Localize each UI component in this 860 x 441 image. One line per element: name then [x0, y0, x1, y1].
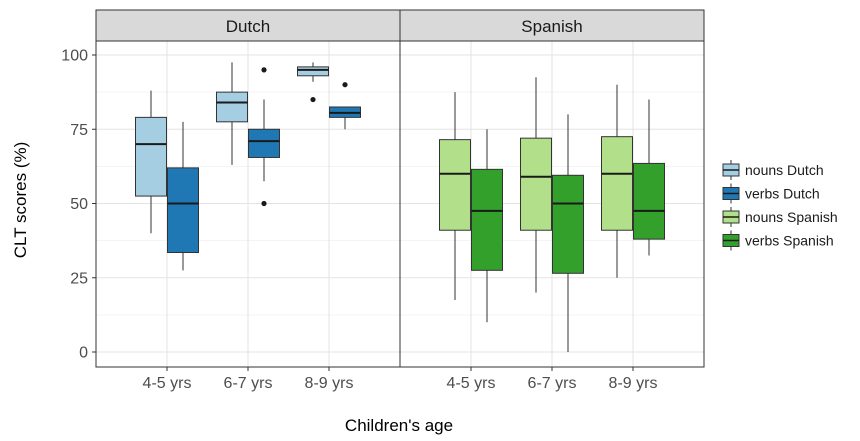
panel-spanish: Spanish 4-5 yrs 6-7 yrs 8-9 yrs	[399, 9, 705, 392]
y-axis-title: CLT scores (%)	[11, 142, 30, 259]
panels-layer: Dutch 4-5 yrs 6-7 yrs 8-9 yrs Spanish 4-5 yrs…	[61, 9, 705, 392]
box-iqr	[601, 136, 633, 231]
box-iqr	[167, 167, 199, 254]
panel-strip	[95, 9, 401, 42]
box-iqr	[439, 139, 471, 231]
legend-item: verbs Dutch	[722, 183, 820, 204]
box-iqr	[633, 162, 665, 240]
series-nouns-dutch	[135, 62, 329, 234]
x-axis-title: Children's age	[345, 416, 453, 435]
legend-label: verbs Dutch	[745, 186, 820, 202]
x-tick-label: 6-7 yrs	[528, 375, 577, 392]
outlier-point	[261, 67, 267, 73]
series-nouns-spanish	[439, 77, 633, 301]
outlier-point	[342, 82, 348, 88]
panel-dutch: Dutch 4-5 yrs 6-7 yrs 8-9 yrs	[95, 9, 401, 392]
box-iqr	[520, 137, 552, 231]
panel-title: Spanish	[521, 17, 582, 36]
box-4-5-yrs	[167, 121, 199, 271]
box-4-5-yrs	[439, 92, 471, 301]
y-tick-label: 100	[61, 48, 88, 65]
x-tick-label: 4-5 yrs	[447, 375, 496, 392]
box-iqr	[552, 174, 584, 274]
outlier-point	[261, 200, 267, 207]
x-tick-label: 8-9 yrs	[609, 375, 658, 392]
box-iqr	[297, 66, 329, 77]
legend-item: nouns Dutch	[722, 160, 824, 180]
box-8-9-yrs	[297, 62, 329, 103]
box-8-9-yrs	[633, 99, 665, 256]
box-iqr	[248, 128, 280, 158]
legend-item: verbs Spanish	[722, 230, 834, 251]
y-tick-label: 25	[70, 270, 88, 287]
box-6-7-yrs	[520, 77, 552, 293]
y-tick-label: 0	[79, 345, 88, 362]
legend-label: nouns Dutch	[745, 162, 824, 178]
x-tick-label: 8-9 yrs	[305, 375, 354, 392]
box-8-9-yrs	[601, 84, 633, 278]
legend-label: nouns Spanish	[745, 209, 838, 225]
box-6-7-yrs	[216, 62, 248, 165]
box-6-7-yrs	[552, 114, 584, 352]
box-4-5-yrs	[471, 129, 503, 323]
y-tick-label: 75	[70, 122, 88, 139]
x-tick-label: 4-5 yrs	[143, 375, 192, 392]
y-axis: 0 25 50 75 100	[61, 48, 96, 362]
panel-title: Dutch	[226, 17, 270, 36]
box-iqr	[135, 116, 167, 197]
box-iqr	[216, 91, 248, 123]
box-6-7-yrs	[248, 67, 280, 207]
outlier-point	[310, 96, 316, 103]
legend-item: nouns Spanish	[722, 207, 838, 227]
y-tick-label: 50	[70, 196, 88, 213]
box-4-5-yrs	[135, 90, 167, 234]
series-verbs-dutch	[167, 67, 361, 271]
box-8-9-yrs	[329, 82, 361, 130]
panel-strip	[399, 9, 705, 42]
legend: nouns Dutch verbs Dutch nouns Spanish verbs…	[722, 160, 838, 251]
box-iqr	[471, 168, 503, 271]
legend-label: verbs Spanish	[745, 233, 834, 249]
series-verbs-spanish	[471, 99, 665, 352]
x-tick-label: 6-7 yrs	[224, 375, 273, 392]
